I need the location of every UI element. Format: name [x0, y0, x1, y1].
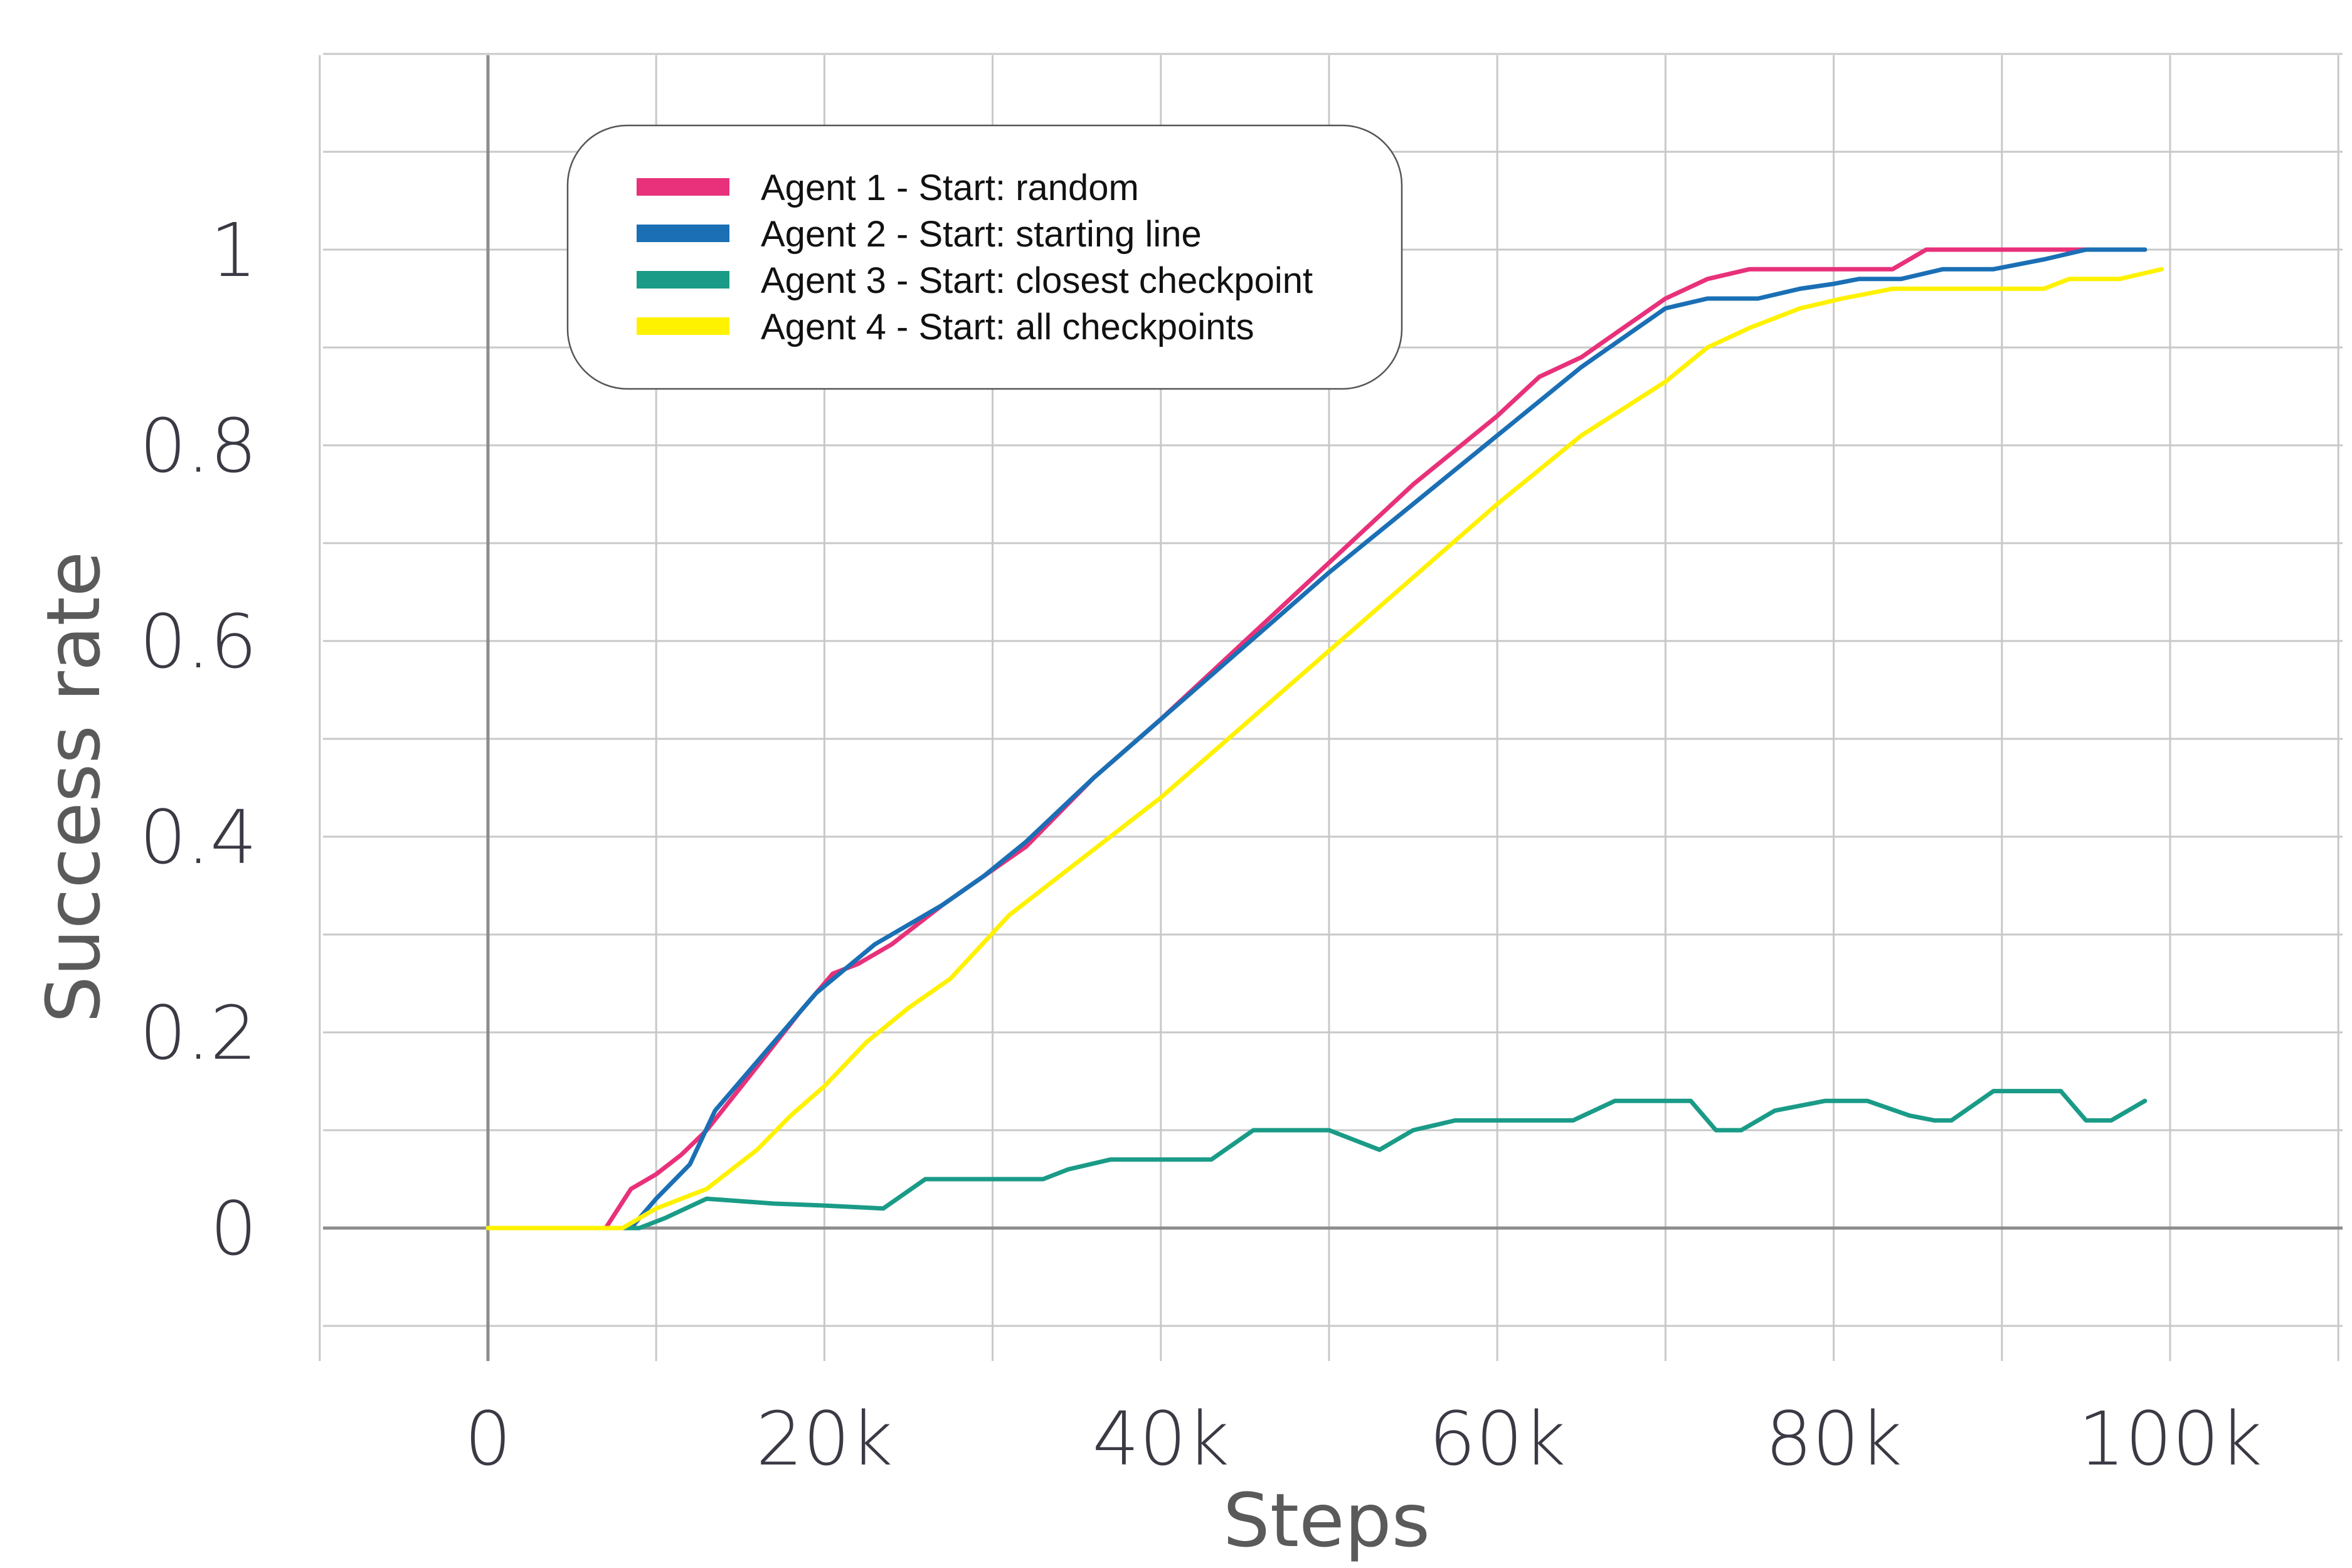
series-lines — [485, 247, 2164, 1231]
y-axis-title: Success rate — [30, 551, 117, 1023]
legend-box — [566, 124, 1403, 390]
y-tick-label: 0.6 — [139, 598, 257, 685]
legend-swatch-agent-2 — [637, 225, 729, 242]
legend: Agent 1 - Start: random Agent 2 - Start: … — [566, 124, 1403, 390]
x-axis-title: Steps — [1223, 1477, 1430, 1564]
legend-swatch-agent-1 — [637, 178, 729, 196]
y-tick-label: 1 — [210, 207, 257, 294]
series-line-agent-2 — [485, 247, 2148, 1231]
x-tick-label: 80k — [1765, 1396, 1902, 1482]
x-tick-label: 60k — [1429, 1396, 1565, 1482]
x-tick-label: 40k — [1093, 1396, 1229, 1482]
legend-label-agent-1: Agent 1 - Start: random — [761, 167, 1139, 208]
legend-swatch-agent-4 — [637, 317, 729, 335]
legend-label-agent-4: Agent 4 - Start: all checkpoints — [761, 307, 1254, 347]
series-line-agent-3 — [485, 1089, 2148, 1231]
legend-label-agent-2: Agent 2 - Start: starting line — [761, 214, 1202, 255]
x-tick-label: 0 — [464, 1396, 511, 1482]
y-tick-label: 0.4 — [139, 794, 257, 881]
axes — [323, 55, 2343, 1361]
series-line-agent-4 — [485, 267, 2164, 1231]
x-tick-label: 100k — [2078, 1396, 2262, 1482]
legend-label-agent-3: Agent 3 - Start: closest checkpoint — [761, 260, 1313, 301]
x-tick-label: 20k — [756, 1396, 893, 1482]
tick-labels: 0 20k 40k 60k 80k 100k 0 0.2 0.4 0.6 0.8 1 — [139, 207, 2262, 1482]
legend-swatch-agent-3 — [637, 271, 729, 289]
y-tick-label: 0.2 — [139, 990, 257, 1076]
y-tick-label: 0.8 — [139, 403, 257, 489]
y-tick-label: 0 — [210, 1185, 257, 1272]
